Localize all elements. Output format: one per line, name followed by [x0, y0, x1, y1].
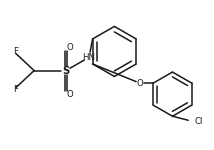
Text: F: F [14, 47, 19, 56]
Text: HN: HN [83, 53, 95, 62]
Text: Cl: Cl [195, 117, 203, 126]
Text: O: O [136, 79, 143, 88]
Text: F: F [14, 85, 19, 94]
Text: O: O [66, 43, 73, 52]
Text: S: S [62, 66, 69, 76]
Text: O: O [66, 90, 73, 99]
